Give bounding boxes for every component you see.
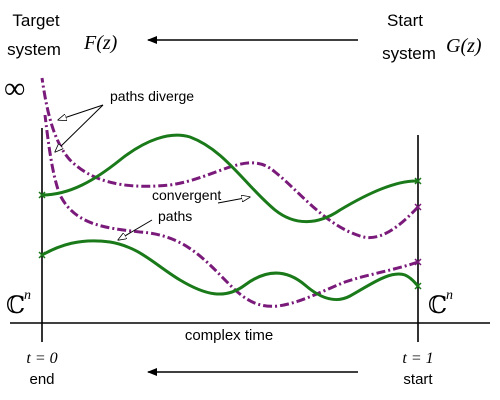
start-label: start: [403, 371, 433, 388]
diverging-path-lower: [43, 114, 419, 308]
convergent-arrow: [217, 197, 250, 204]
end-label: end: [29, 371, 54, 388]
cn-left-superscript: n: [24, 288, 31, 303]
purple-endpoint-markers: [414, 203, 422, 266]
paths-diverge-label: paths diverge: [110, 88, 194, 104]
target-label-line2: system: [7, 40, 61, 59]
target-label-line1: Target: [12, 11, 60, 30]
infinity-symbol: ∞: [4, 72, 25, 105]
diverge-arrow-upper: [58, 104, 104, 120]
start-label-line1: Start: [387, 11, 423, 30]
diverging-path-upper: [40, 77, 420, 239]
start-function: G(z): [446, 35, 482, 57]
t0-label: t = 0: [26, 350, 57, 367]
t1-label: t = 1: [402, 350, 433, 367]
start-label-line2: system: [382, 44, 436, 63]
target-function: F(z): [83, 32, 118, 54]
cn-right-symbol: ℂ: [428, 293, 447, 319]
diverge-arrow-lower: [55, 104, 104, 152]
paths-arrow: [118, 219, 153, 240]
convergent-label: convergent: [152, 187, 221, 203]
complex-time-label: complex time: [185, 327, 273, 344]
convergent-path-lower: [41, 239, 420, 301]
paths-label: paths: [158, 208, 192, 224]
cn-right-superscript: n: [446, 288, 453, 303]
convergent-path-upper: [41, 133, 419, 224]
green-endpoint-markers: [38, 177, 422, 290]
cn-left-symbol: ℂ: [6, 293, 25, 319]
